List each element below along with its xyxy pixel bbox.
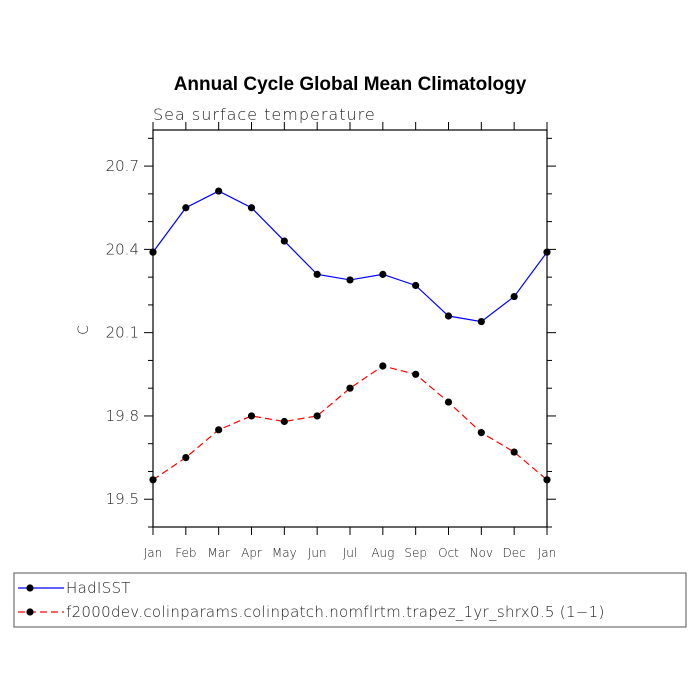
x-tick-label: Apr [241,546,262,560]
legend-label-1: f2000dev.colinparams.colinpatch.nomflrtm… [66,603,605,621]
legend-label-0: HadISST [66,579,131,597]
series-1-point [510,448,518,456]
series-0-point [477,317,485,326]
x-tick-label: Mar [207,546,230,560]
series-1-point [412,370,420,378]
series-0-point [510,292,518,301]
series-1-point [149,476,157,484]
plot-area: 19.5 19.8 20.1 20.4 20.7 Jan Feb Mar Apr May Jun Ju… [106,122,557,560]
series-0-point [346,276,354,284]
x-tick-label: Jan [538,546,557,560]
series-1-point [477,429,485,437]
legend-marker-0 [26,584,34,592]
chart-subtitle: Sea surface temperature [153,105,376,124]
series-0-point [412,281,420,290]
series-1-point [444,398,453,406]
series-1-point [313,412,321,420]
x-tick-label: Jul [343,546,357,560]
y-tick-label: 20.1 [106,324,139,342]
legend-marker-1 [26,608,34,616]
series-0-point [247,204,256,212]
series-0-point [379,270,387,278]
series-0-point [543,248,551,256]
y-tick-label: 19.5 [106,490,139,508]
x-tick-label: May [272,546,297,560]
series-1-point [543,476,551,484]
y-tick-label: 20.4 [106,240,139,258]
y-tick-label: 19.8 [106,407,139,425]
x-tick-label: Aug [371,546,394,560]
series-0-point [313,270,321,278]
x-tick-label: Feb [175,546,196,560]
y-axis-label: C [76,325,92,335]
x-tick-label: Dec [503,546,526,560]
x-tick-label: Jun [308,546,327,560]
series-0-point [215,187,223,195]
x-tick-label: Nov [470,546,493,560]
x-tick-label: Sep [404,546,427,560]
x-tick-label: Oct [438,546,459,560]
series-1-point [182,453,190,462]
series-0-point [149,248,157,256]
series-0-point [280,237,288,245]
y-tick-label: 20.7 [106,157,139,175]
series-1-point [280,417,288,426]
series-1-point [215,426,223,434]
series-0-point [444,312,453,320]
chart-title: Annual Cycle Global Mean Climatology [174,74,527,95]
series-1-point [247,412,256,420]
series-1-point [346,384,354,392]
series-1-point [379,362,387,370]
series-0-point [182,204,190,212]
x-tick-label: Jan [144,546,163,560]
legend-box [13,572,687,628]
legend: HadISST f2000dev.colinparams.colinpatch.n… [13,572,687,628]
